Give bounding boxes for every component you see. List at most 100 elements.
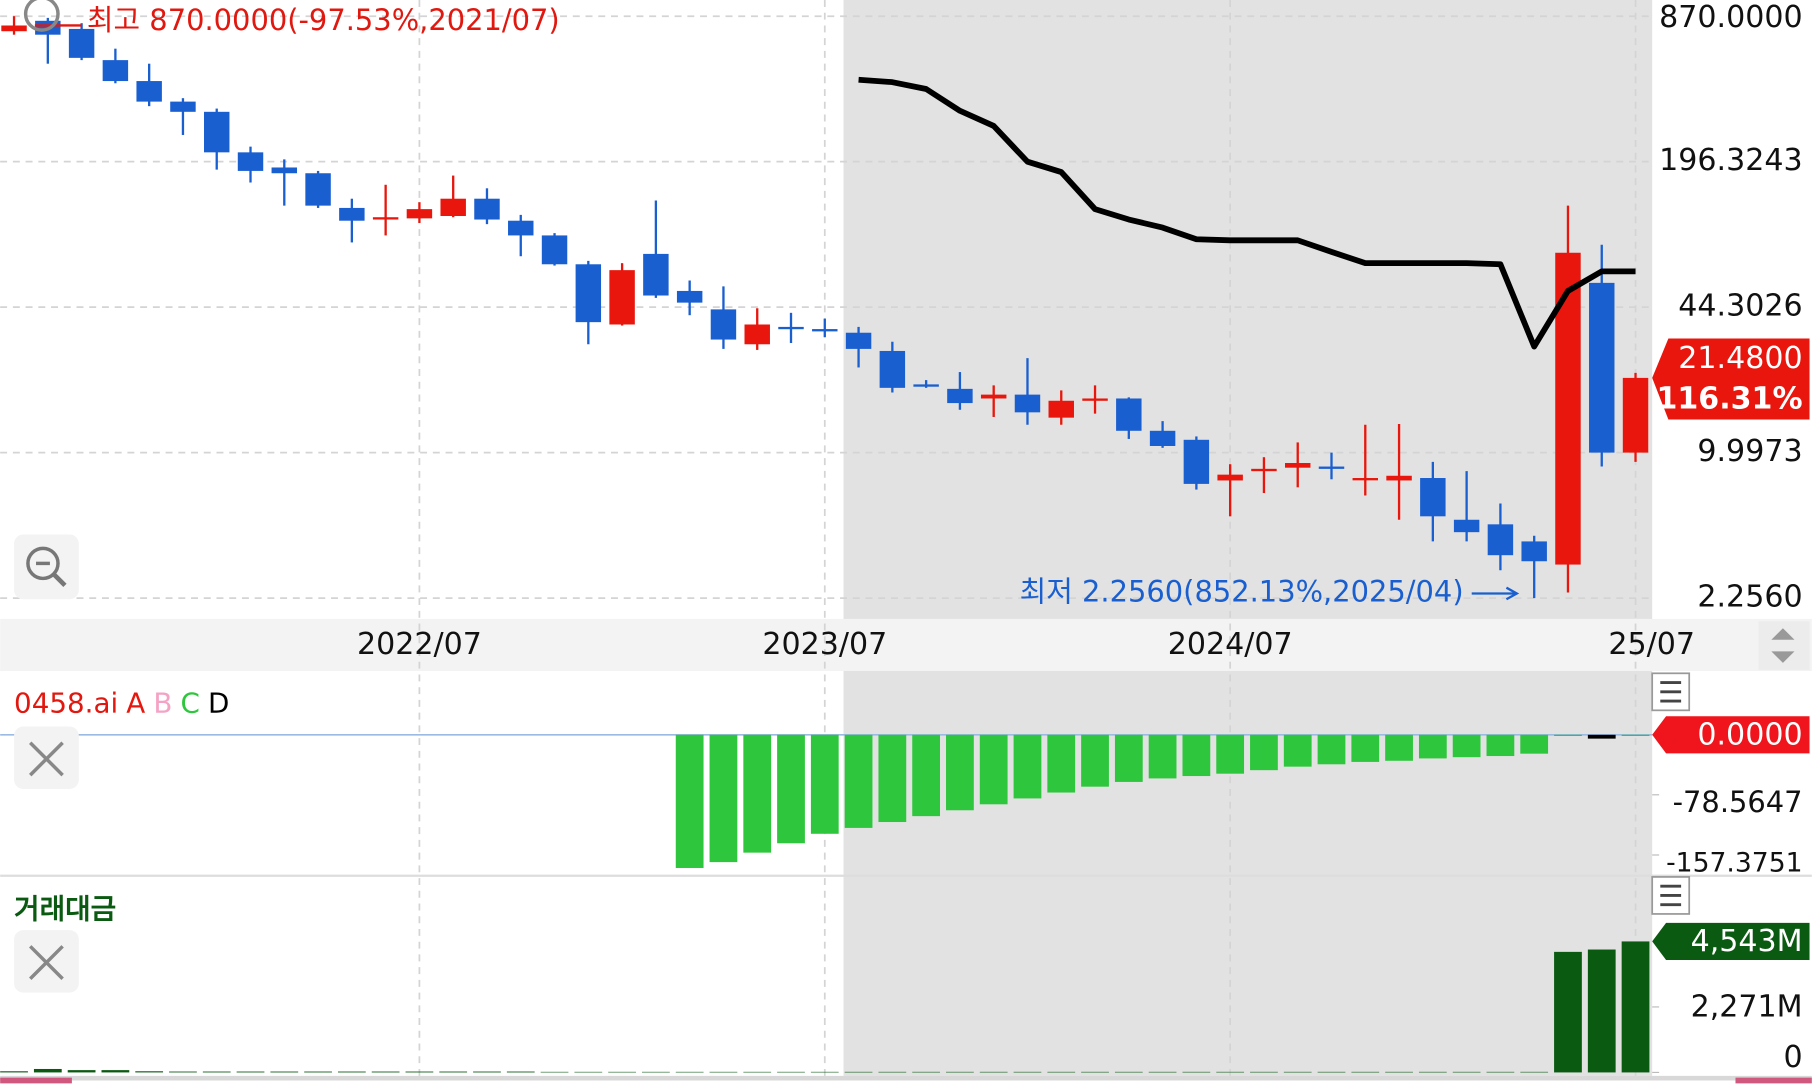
volume-bar xyxy=(506,1071,535,1073)
y-tick-label: -78.5647 xyxy=(1673,785,1803,819)
axis-scroll-button[interactable] xyxy=(1758,621,1810,670)
bar xyxy=(1081,734,1109,787)
candle-body xyxy=(136,81,162,102)
volume-bar xyxy=(236,1071,265,1073)
bar xyxy=(1047,734,1076,793)
volume-bar xyxy=(641,1071,670,1073)
volume-bar xyxy=(337,1071,366,1073)
y-tick-label: 196.3243 xyxy=(1659,143,1802,178)
candle-body xyxy=(778,326,804,330)
candle-body xyxy=(1048,400,1074,418)
volume-bar xyxy=(405,1071,434,1073)
x-axis-band xyxy=(0,618,1812,671)
bar xyxy=(1283,734,1312,767)
volume-bar xyxy=(1587,949,1616,1073)
candle-body xyxy=(372,217,399,220)
highlight-period xyxy=(843,670,1653,1076)
bar xyxy=(946,734,974,811)
candle-body xyxy=(1217,474,1243,481)
close-icon xyxy=(29,945,64,980)
volume-bar xyxy=(675,1071,704,1073)
candle-body xyxy=(440,198,466,216)
volume-bar xyxy=(270,1071,299,1073)
volume-bar xyxy=(1047,1071,1076,1073)
volume-bar xyxy=(33,1068,62,1073)
candle-body xyxy=(1622,377,1649,453)
bar xyxy=(1587,734,1616,739)
y-tick-label: 870.0000 xyxy=(1659,0,1802,35)
volume-bar xyxy=(979,1071,1008,1073)
volume-bar xyxy=(912,1071,941,1073)
bar xyxy=(844,734,873,828)
candle-body xyxy=(947,388,973,404)
candle-body xyxy=(305,173,331,206)
menu-icon xyxy=(1660,884,1682,907)
bar xyxy=(810,734,839,834)
candle-body xyxy=(1487,524,1514,556)
legend-entry: C xyxy=(181,687,200,720)
y-tick-label: 2,271M xyxy=(1691,990,1803,1025)
candle-body xyxy=(508,220,534,236)
volume-bar xyxy=(1283,1071,1312,1073)
legend-entry: B xyxy=(153,687,172,720)
candle-body xyxy=(1082,398,1108,401)
low-arrow xyxy=(1505,586,1520,601)
candle-body xyxy=(1386,475,1412,481)
candle-body xyxy=(575,264,602,323)
menu-icon xyxy=(1660,681,1682,703)
volume-bar xyxy=(1385,1071,1413,1073)
y-tick-label: 9.9973 xyxy=(1697,434,1802,469)
bar xyxy=(1554,734,1582,736)
volume-bar xyxy=(1081,1071,1109,1073)
candle-body xyxy=(170,101,196,112)
bar xyxy=(1182,734,1211,777)
volume-bar xyxy=(1621,941,1650,1073)
zoom-out-icon xyxy=(26,546,60,581)
zoom-in-button[interactable] xyxy=(23,0,60,32)
volume-bar xyxy=(0,1071,28,1073)
volume-bar xyxy=(574,1071,603,1073)
candle-body xyxy=(271,167,298,174)
volume-bar xyxy=(1013,1071,1042,1073)
bar xyxy=(1520,734,1549,754)
current-volume-tag xyxy=(1652,922,1810,960)
volume-bar xyxy=(1554,951,1582,1073)
candle-body xyxy=(68,28,95,58)
candle-body xyxy=(406,209,433,219)
bar xyxy=(1418,734,1447,759)
zoom-out-button[interactable] xyxy=(14,534,79,600)
candle-body xyxy=(710,309,737,340)
volume-bar xyxy=(371,1071,400,1073)
volume-bar xyxy=(844,1071,873,1073)
volume-bar xyxy=(1250,1071,1278,1073)
last-price-label: 21.4800 xyxy=(1678,341,1802,376)
bar xyxy=(1621,734,1650,736)
bar xyxy=(1317,734,1346,765)
indicator-line xyxy=(858,76,1636,350)
last-price-tag xyxy=(1652,338,1810,420)
current-value-tag xyxy=(1652,716,1810,754)
bar xyxy=(743,734,772,853)
candle-body xyxy=(102,60,129,82)
volume-bar xyxy=(1418,1071,1447,1073)
volume-menu-button[interactable] xyxy=(1651,876,1691,915)
volume-title: 거래대금 xyxy=(14,892,116,925)
highlight-period xyxy=(843,0,1653,619)
candle-body xyxy=(643,253,669,296)
zoom-out-icon xyxy=(52,573,67,588)
volume-bar xyxy=(169,1071,197,1073)
candle-body xyxy=(1251,468,1277,472)
indicator-legend: 0458.ai A B C D xyxy=(14,687,229,720)
low-annotation: 최저 2.2560(852.13%,2025/04) xyxy=(1020,574,1464,608)
volume-bar xyxy=(777,1071,805,1073)
volume-bar xyxy=(1148,1071,1177,1073)
volume-bar xyxy=(135,1071,164,1073)
candle-body xyxy=(1183,439,1210,484)
legend-entry: 0458.ai xyxy=(14,687,118,720)
legend-entry: A xyxy=(126,687,145,720)
volume-bar xyxy=(1520,1071,1549,1073)
candle-body xyxy=(913,384,939,387)
candle-body xyxy=(1284,463,1311,468)
volume-bar xyxy=(540,1071,569,1073)
